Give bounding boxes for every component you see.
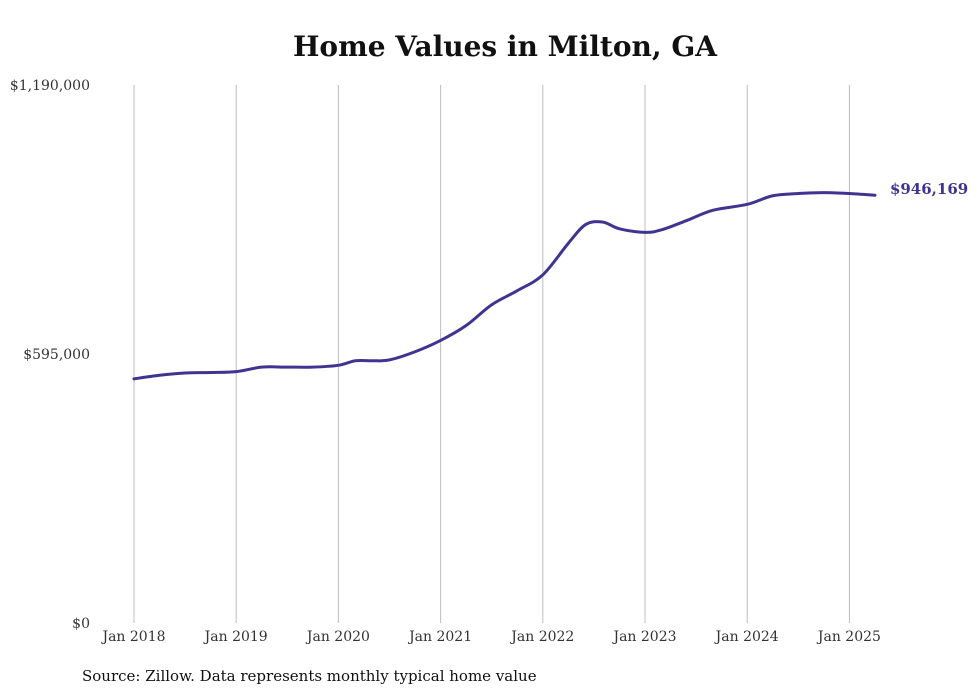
data-point [823, 191, 825, 193]
data-point [797, 192, 799, 194]
data-point [312, 366, 314, 368]
data-point [354, 360, 356, 362]
data-point [371, 360, 373, 362]
x-tick-label: Jan 2020 [305, 629, 370, 645]
data-point [712, 209, 714, 211]
y-axis-ticks: $0 $595,000 $1,190,000 [10, 78, 90, 632]
data-point [184, 372, 186, 374]
y-tick-label: $0 [72, 616, 90, 632]
data-point [261, 366, 263, 368]
data-point [491, 304, 493, 306]
chart-title: Home Values in Milton, GA [292, 30, 718, 63]
x-tick-label: Jan 2018 [100, 629, 165, 645]
data-point [848, 192, 850, 194]
x-tick-label: Jan 2022 [509, 629, 574, 645]
data-point [567, 242, 569, 244]
data-point [337, 364, 339, 366]
y-tick-label: $595,000 [23, 347, 90, 363]
series-group: $946,169 [132, 180, 968, 381]
x-tick-label: Jan 2024 [714, 629, 779, 645]
data-point [661, 228, 663, 230]
data-point [584, 223, 586, 225]
data-point [516, 290, 518, 292]
end-value-label: $946,169 [890, 180, 968, 198]
x-tick-label: Jan 2025 [816, 629, 881, 645]
data-point [465, 324, 467, 326]
x-tick-label: Jan 2021 [407, 629, 472, 645]
data-point [644, 231, 646, 233]
data-point [158, 374, 160, 376]
data-point [746, 203, 748, 205]
data-point [601, 221, 603, 223]
data-point [686, 219, 688, 221]
x-axis-ticks: Jan 2018 Jan 2019 Jan 2020 Jan 2021 Jan 2022… [100, 629, 880, 645]
source-note: Source: Zillow. Data represents monthly … [82, 667, 537, 685]
data-point [772, 195, 774, 197]
data-point [235, 370, 237, 372]
data-point [209, 371, 211, 373]
x-tick-label: Jan 2019 [203, 629, 268, 645]
data-point [874, 194, 876, 196]
data-point [286, 366, 288, 368]
data-point [618, 228, 620, 230]
data-point [542, 274, 544, 276]
grid-lines [133, 85, 850, 623]
data-point [439, 339, 441, 341]
data-point [414, 351, 416, 353]
y-tick-label: $1,190,000 [10, 78, 90, 94]
data-point [388, 359, 390, 361]
data-point [133, 378, 135, 380]
series-line [132, 191, 877, 381]
x-tick-label: Jan 2023 [611, 629, 676, 645]
